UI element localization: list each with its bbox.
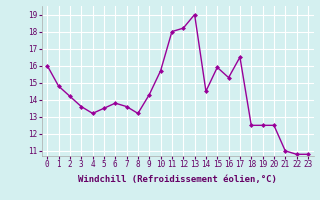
X-axis label: Windchill (Refroidissement éolien,°C): Windchill (Refroidissement éolien,°C) [78,175,277,184]
